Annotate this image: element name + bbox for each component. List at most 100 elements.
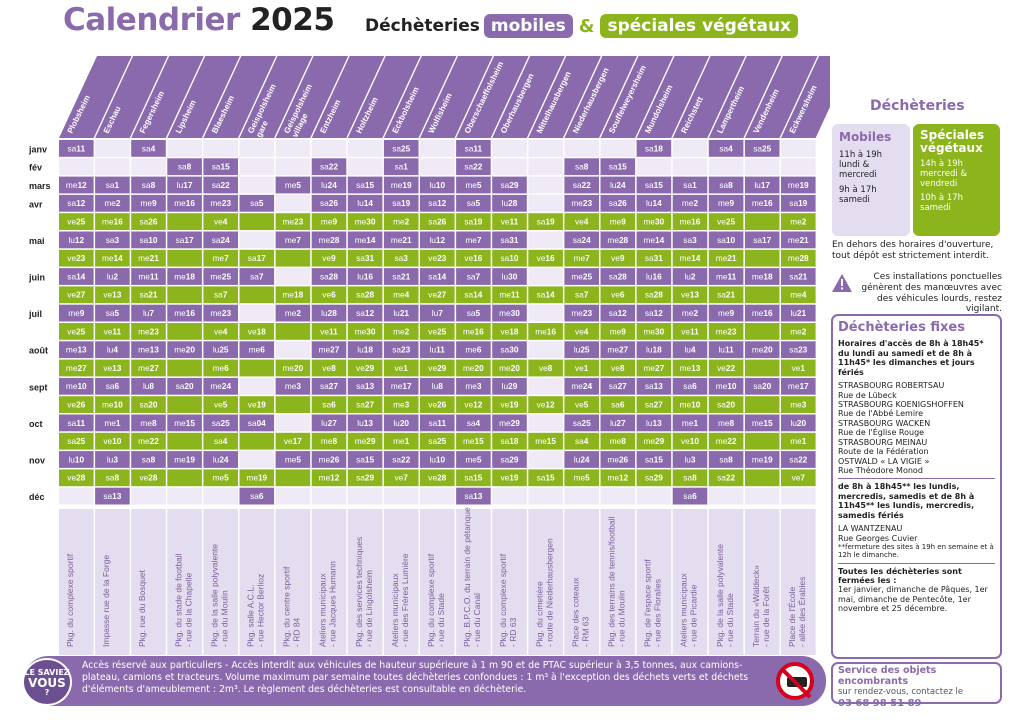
calendar-cell <box>203 377 238 395</box>
calendar-date: me15 <box>752 418 773 428</box>
calendar-cell <box>311 451 347 468</box>
calendar-cell <box>564 249 599 267</box>
calendar-cell <box>744 432 780 450</box>
no-truck-icon <box>776 662 814 700</box>
calendar-cell <box>131 359 166 377</box>
calendar-date: ve7 <box>395 473 409 483</box>
calendar-cell <box>239 396 275 413</box>
calendar-date: sa15 <box>212 162 230 172</box>
calendar-date: me18 <box>283 290 304 300</box>
calendar-date: me2 <box>682 198 699 208</box>
month-label: sept <box>29 382 48 392</box>
calendar-cell <box>708 341 744 359</box>
calendar-date: ve25 <box>67 326 85 336</box>
calendar-date: ve19 <box>501 400 519 410</box>
calendar-date: me1 <box>104 418 121 428</box>
calendar-date: sa14 <box>428 271 446 281</box>
calendar-cell <box>95 341 130 359</box>
calendar-cell <box>744 323 780 340</box>
month-label: avr <box>29 199 43 209</box>
calendar-cell <box>95 213 130 230</box>
calendar-cell <box>95 140 130 157</box>
calendar-cell <box>239 213 275 230</box>
calendar-cell <box>347 194 383 212</box>
calendar-cell <box>672 396 708 413</box>
calendar-cell <box>564 304 599 322</box>
calendar-date: me23 <box>283 217 304 227</box>
calendar-date: sa12 <box>428 198 446 208</box>
commune-header <box>311 56 385 138</box>
calendar-date: ve16 <box>537 253 555 263</box>
calendar-cell <box>564 213 599 230</box>
commune-header <box>239 56 313 138</box>
calendar-date: ve8 <box>322 363 336 373</box>
calendar-date: lu12 <box>429 235 445 245</box>
calendar-cell <box>239 451 275 468</box>
calendar-date: me19 <box>174 454 195 464</box>
address-label: Pkg. du complexe sportif <box>65 553 75 647</box>
calendar-date: ve17 <box>284 436 302 446</box>
calendar-cell <box>744 396 780 413</box>
calendar-cell <box>59 140 94 157</box>
calendar-cell <box>95 377 130 395</box>
calendar-cell <box>275 249 311 267</box>
phone-number[interactable]: 03 68 98 51 89 <box>838 697 922 709</box>
calendar-cell <box>600 487 636 505</box>
calendar-cell <box>456 231 491 249</box>
calendar-date: lu8 <box>143 381 154 391</box>
calendar-cell <box>311 176 347 194</box>
calendar-date: ve4 <box>214 217 228 227</box>
calendar-cell <box>781 451 816 468</box>
calendar-cell <box>311 158 347 176</box>
calendar-cell <box>347 396 383 413</box>
mobiles-pill: mobiles <box>483 14 573 38</box>
fixed-site-address: Rue de Lübeck <box>838 390 897 400</box>
calendar-date: sa17 <box>753 235 771 245</box>
calendar-cell <box>167 194 202 212</box>
calendar-cell <box>167 341 202 359</box>
calendar-date: sa28 <box>645 290 663 300</box>
calendar-cell <box>167 249 202 267</box>
calendar-cell <box>203 268 238 285</box>
fixed-site-address: Rue de l'Abbé Lemire <box>838 409 924 419</box>
address-label: Pkg. du cimetière- route de Niederhausbe… <box>534 538 554 647</box>
calendar-cell <box>347 249 383 267</box>
month-label: janv <box>28 144 47 154</box>
calendar-cell <box>131 140 166 157</box>
calendar-date: me9 <box>718 198 735 208</box>
calendar-date: lu27 <box>321 418 337 428</box>
calendar-date: sa24 <box>212 235 230 245</box>
calendar-cell <box>420 414 455 432</box>
fixed-site-name: STRASBOURG KOENIGSHOFFEN <box>838 399 964 409</box>
calendar-cell <box>636 304 672 322</box>
calendar-cell <box>456 396 491 413</box>
calendar-date: me13 <box>680 363 701 373</box>
calendar-date: ve11 <box>104 326 122 336</box>
calendar-date: sa8 <box>575 162 589 172</box>
month-label: fév <box>29 163 42 173</box>
address-label: Terrain du «Waldeck»- rue de la Forêt <box>751 565 771 647</box>
calendar-cell <box>420 377 455 395</box>
calendar-date: lu24 <box>213 454 229 464</box>
calendar-cell <box>492 213 527 230</box>
calendar-date: me15 <box>535 436 556 446</box>
calendar-cell <box>347 140 383 157</box>
fixed-site-name: STRASBOURG ROBERTSAU <box>838 381 945 391</box>
calendar-cell <box>781 414 816 432</box>
calendar-cell <box>95 469 130 487</box>
calendar-cell <box>383 268 419 285</box>
calendar-cell <box>672 140 708 157</box>
calendar-date: me6 <box>465 345 482 355</box>
calendar-date: sa23 <box>392 345 410 355</box>
calendar-cell <box>203 231 238 249</box>
calendar-date: me5 <box>465 180 482 190</box>
calendar-cell <box>131 451 166 468</box>
calendar-cell <box>456 249 491 267</box>
calendar-cell <box>420 359 455 377</box>
calendar-cell <box>131 249 166 267</box>
calendar-cell <box>708 213 744 230</box>
calendar-cell <box>167 286 202 304</box>
address-label: Place de l'École- allée des Érables <box>787 577 807 647</box>
calendar-date: lu2 <box>107 271 118 281</box>
calendar-date: ve5 <box>214 400 228 410</box>
